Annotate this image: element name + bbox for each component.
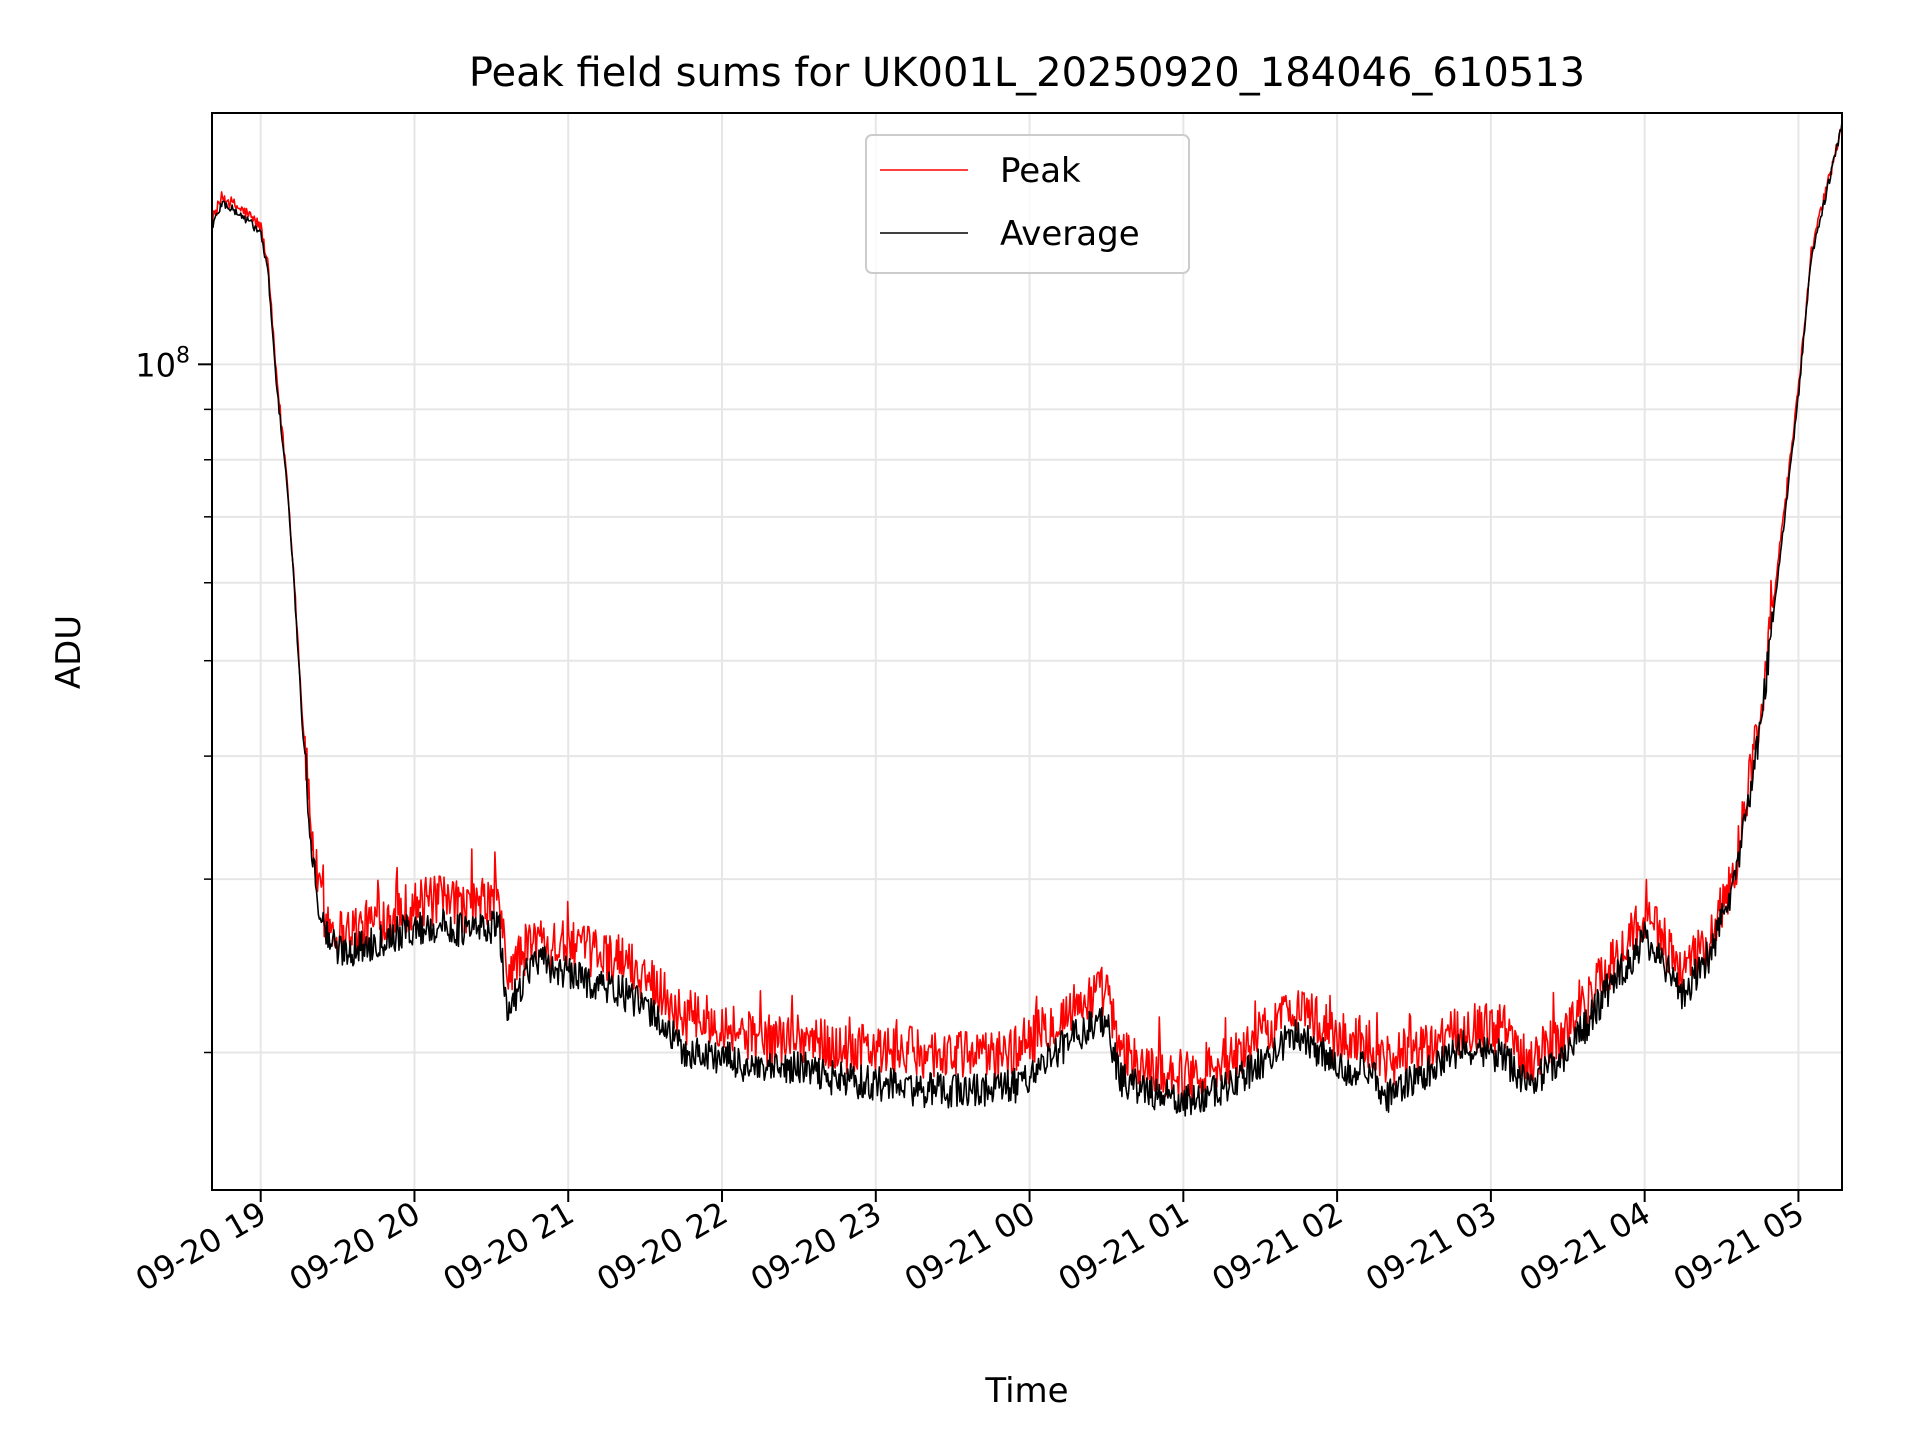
legend-average-label: Average <box>1000 214 1140 254</box>
chart-title: Peak field sums for UK001L_20250920_1840… <box>469 50 1585 96</box>
series-group <box>212 121 1842 1117</box>
plot-frame <box>211 112 1843 1191</box>
x-axis-label: Time <box>984 1371 1068 1411</box>
legend: Peak Average <box>865 134 1190 274</box>
y-axis-ticks: 108 <box>135 343 212 1054</box>
average-series-line <box>212 121 1842 1117</box>
peak-series-line <box>212 128 1842 1101</box>
y-major-tick-label: 108 <box>135 343 190 384</box>
legend-peak-label: Peak <box>1000 151 1081 191</box>
grid <box>212 113 1842 1190</box>
plot-area <box>212 113 1842 1190</box>
y-axis-label: ADU <box>49 615 89 689</box>
